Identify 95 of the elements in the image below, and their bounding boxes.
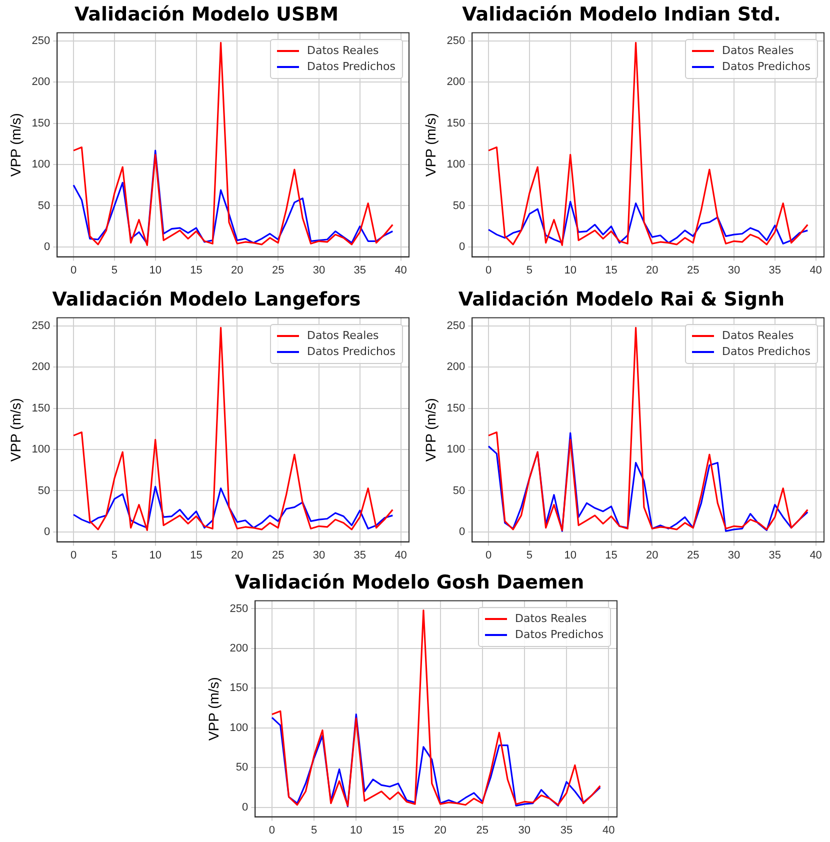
y-tick-label: 100 bbox=[230, 722, 248, 734]
x-tick-label: 5 bbox=[526, 549, 532, 562]
x-tick-label: 0 bbox=[485, 264, 492, 276]
y-tick-label: 100 bbox=[32, 444, 50, 456]
x-tick-label: 30 bbox=[312, 264, 326, 276]
y-tick-label: 200 bbox=[230, 642, 248, 654]
y-axis-title: VPP (m/s) bbox=[205, 677, 222, 741]
legend-label: Datos Reales bbox=[722, 42, 794, 59]
x-tick-label: 40 bbox=[394, 549, 407, 562]
x-tick-label: 15 bbox=[605, 264, 618, 276]
x-tick-label: 15 bbox=[190, 264, 202, 276]
y-tick-label: 150 bbox=[446, 402, 466, 414]
y-tick-label: 200 bbox=[446, 76, 466, 88]
chart-title: Validación Modelo Langefors bbox=[52, 288, 361, 310]
y-tick-label: 200 bbox=[32, 76, 50, 88]
y-tick-label: 50 bbox=[236, 762, 248, 774]
y-tick-label: 0 bbox=[459, 240, 466, 253]
x-tick-label: 40 bbox=[394, 264, 407, 276]
x-tick-label: 40 bbox=[810, 549, 822, 562]
x-tick-label: 5 bbox=[111, 264, 118, 276]
y-axis-title: VPP (m/s) bbox=[7, 113, 24, 177]
x-tick-label: 5 bbox=[526, 264, 532, 276]
x-tick-label: 30 bbox=[312, 549, 326, 562]
x-tick-label: 25 bbox=[272, 549, 284, 562]
x-tick-label: 30 bbox=[728, 264, 740, 276]
x-tick-label: 20 bbox=[646, 549, 658, 562]
x-tick-label: 25 bbox=[686, 264, 700, 276]
y-tick-label: 50 bbox=[38, 200, 50, 212]
x-tick-label: 0 bbox=[70, 549, 77, 562]
legend-label: Datos Predichos bbox=[722, 344, 810, 360]
y-tick-label: 150 bbox=[32, 117, 50, 130]
y-tick-label: 50 bbox=[452, 484, 466, 497]
x-tick-label: 25 bbox=[476, 824, 488, 836]
x-tick-label: 20 bbox=[434, 824, 446, 836]
legend-label: Datos Reales bbox=[722, 328, 794, 344]
x-tick-label: 30 bbox=[728, 549, 740, 562]
x-tick-label: 35 bbox=[768, 264, 782, 276]
x-tick-label: 35 bbox=[560, 824, 573, 836]
x-tick-label: 5 bbox=[310, 824, 318, 836]
x-tick-label: 15 bbox=[392, 824, 404, 836]
x-tick-label: 0 bbox=[485, 549, 492, 562]
x-tick-label: 15 bbox=[605, 549, 618, 562]
legend-label: Datos Reales bbox=[307, 42, 379, 59]
y-axis-title: VPP (m/s) bbox=[7, 398, 24, 462]
legend-label: Datos Reales bbox=[307, 328, 379, 344]
y-tick-label: 200 bbox=[32, 361, 50, 374]
legend-label: Datos Predichos bbox=[307, 344, 396, 360]
y-tick-label: 100 bbox=[446, 158, 466, 171]
y-tick-label: 0 bbox=[44, 526, 50, 538]
legend-label: Datos Predichos bbox=[722, 58, 810, 75]
x-tick-label: 10 bbox=[564, 264, 576, 276]
x-tick-label: 10 bbox=[350, 824, 362, 836]
y-tick-label: 150 bbox=[32, 402, 50, 414]
y-tick-label: 0 bbox=[459, 526, 466, 538]
x-tick-label: 35 bbox=[354, 549, 366, 562]
y-tick-label: 150 bbox=[446, 117, 466, 130]
x-tick-label: 15 bbox=[190, 549, 202, 562]
y-tick-label: 50 bbox=[452, 200, 466, 212]
y-tick-label: 250 bbox=[32, 35, 50, 48]
x-tick-label: 20 bbox=[231, 549, 244, 562]
x-tick-label: 0 bbox=[268, 824, 276, 836]
chart-title: Validación Modelo USBM bbox=[74, 3, 339, 26]
legend-label: Datos Predichos bbox=[307, 58, 396, 75]
x-tick-label: 35 bbox=[768, 549, 782, 562]
chart-title: Validación Modelo Indian Std. bbox=[462, 3, 781, 26]
legend-label: Datos Predichos bbox=[515, 626, 604, 643]
x-tick-label: 10 bbox=[149, 264, 162, 276]
x-tick-label: 10 bbox=[564, 549, 576, 562]
x-tick-label: 25 bbox=[686, 549, 700, 562]
y-tick-label: 250 bbox=[32, 320, 50, 332]
y-tick-label: 0 bbox=[242, 801, 248, 814]
y-tick-label: 100 bbox=[32, 158, 50, 171]
x-tick-label: 30 bbox=[518, 824, 531, 836]
x-tick-label: 10 bbox=[149, 549, 162, 562]
legend-label: Datos Reales bbox=[515, 610, 587, 627]
y-tick-label: 100 bbox=[446, 444, 466, 456]
x-tick-label: 0 bbox=[70, 264, 77, 276]
y-tick-label: 150 bbox=[230, 682, 248, 694]
y-axis-title: VPP (m/s) bbox=[422, 398, 438, 462]
y-tick-label: 50 bbox=[38, 484, 50, 497]
x-tick-label: 40 bbox=[810, 264, 822, 276]
x-tick-label: 5 bbox=[111, 549, 118, 562]
x-tick-label: 35 bbox=[354, 264, 366, 276]
y-axis-title: VPP (m/s) bbox=[422, 113, 438, 177]
x-tick-label: 20 bbox=[231, 264, 244, 276]
x-tick-label: 40 bbox=[602, 824, 615, 836]
y-tick-label: 250 bbox=[446, 320, 466, 332]
chart-title: Validación Modelo Rai & Signh bbox=[458, 288, 785, 310]
x-tick-label: 20 bbox=[646, 264, 658, 276]
chart-title: Validación Modelo Gosh Daemen bbox=[234, 571, 584, 594]
y-tick-label: 250 bbox=[446, 35, 466, 48]
y-tick-label: 0 bbox=[44, 240, 50, 253]
x-tick-label: 25 bbox=[272, 264, 284, 276]
y-tick-label: 200 bbox=[446, 361, 466, 374]
y-tick-label: 250 bbox=[230, 602, 248, 615]
